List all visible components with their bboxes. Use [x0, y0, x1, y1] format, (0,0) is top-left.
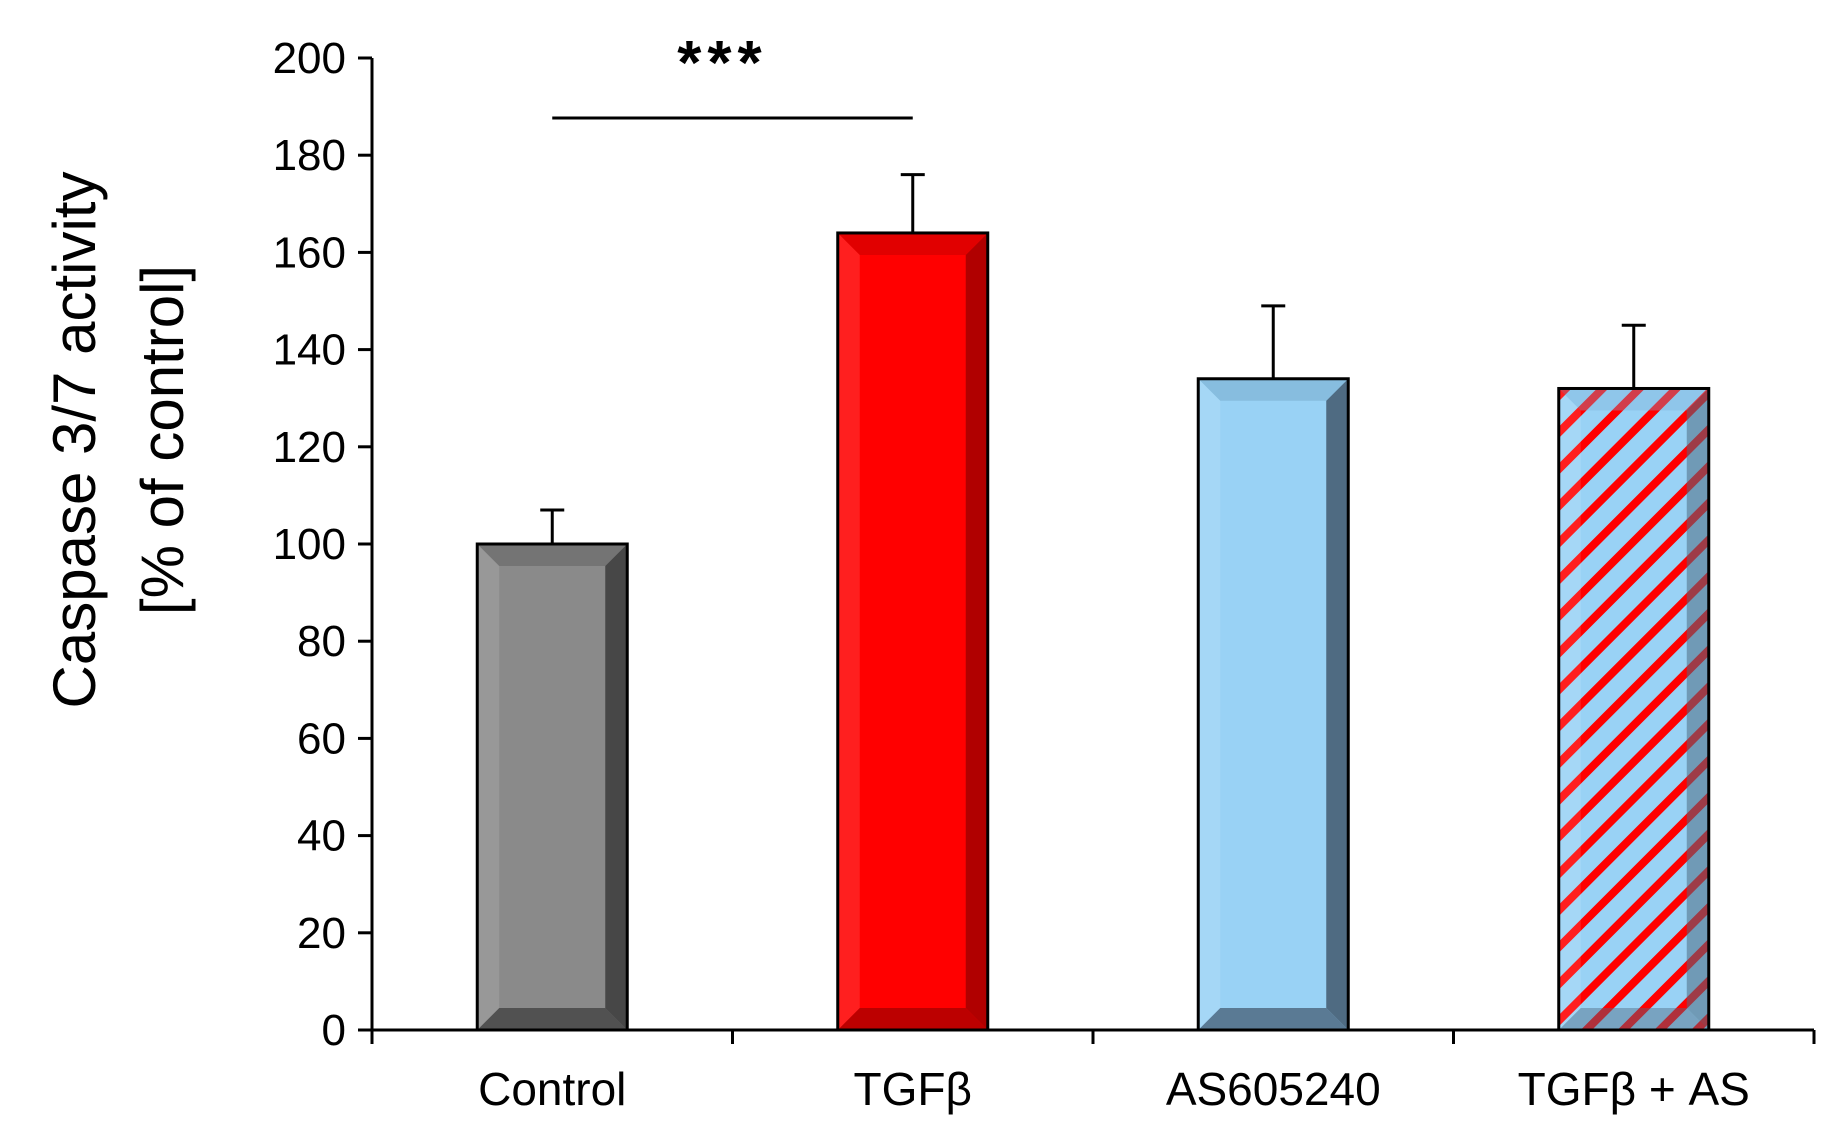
y-tick-label: 140 — [273, 326, 346, 375]
bar-bottom-bevel — [1198, 1008, 1349, 1030]
bar-1 — [475, 542, 629, 1032]
x-axis: Control TGFβ AS605240 TGFβ + AS — [370, 1028, 1816, 1115]
bar-side-bevel — [1686, 388, 1709, 1031]
bar-left-bevel — [477, 544, 500, 1030]
y-tick-label: 20 — [297, 909, 346, 958]
bar-face — [477, 544, 628, 1030]
y-tick-label: 80 — [297, 617, 346, 666]
y-tick-label: 120 — [273, 423, 346, 472]
y-axis-title-line-2: [% of control] — [129, 265, 196, 615]
x-category-label: TGFβ + AS — [1518, 1063, 1750, 1115]
y-tick-label: 40 — [297, 812, 346, 861]
bar-bottom-bevel — [1558, 1008, 1709, 1030]
error-bars — [540, 173, 1646, 544]
bar-face — [837, 232, 988, 1030]
bar-side-bevel — [1326, 378, 1349, 1030]
error-bar-3 — [1261, 304, 1286, 379]
x-category-label: Control — [478, 1063, 626, 1115]
x-category-label: AS605240 — [1166, 1063, 1381, 1115]
significance-label: *** — [677, 29, 767, 98]
bar-top-bevel — [477, 544, 628, 566]
bar-bottom-bevel — [477, 1008, 628, 1030]
y-axis: 0 20 40 60 80 100 120 140 160 180 200 — [273, 34, 374, 1055]
bar-face — [1558, 388, 1709, 1031]
error-bar-2 — [900, 173, 925, 233]
y-tick-label: 100 — [273, 520, 346, 569]
bar-2 — [836, 231, 990, 1032]
y-tick-label: 180 — [273, 131, 346, 180]
bar-side-bevel — [965, 232, 988, 1030]
significance-annotations: *** — [552, 29, 913, 120]
bar-left-bevel — [1558, 388, 1581, 1031]
bar-top-bevel — [1198, 378, 1349, 401]
bar-left-bevel — [837, 232, 860, 1030]
y-tick-label: 60 — [297, 714, 346, 763]
y-tick-label: 200 — [273, 34, 346, 83]
x-category-label: TGFβ — [854, 1063, 972, 1115]
bar-3 — [1196, 377, 1350, 1032]
bar-top-bevel — [1558, 388, 1709, 411]
bar-4 — [1557, 386, 1711, 1032]
y-axis-title: Caspase 3/7 activity [% of control] — [41, 172, 196, 709]
bar-face — [1198, 378, 1349, 1030]
y-tick-label: 160 — [273, 228, 346, 277]
y-tick-label: 0 — [322, 1006, 346, 1055]
bar-top-bevel — [837, 232, 988, 255]
bar-side-bevel — [605, 544, 628, 1030]
error-bar-1 — [540, 508, 565, 544]
y-axis-title-line-1: Caspase 3/7 activity — [41, 172, 108, 709]
bar-left-bevel — [1198, 378, 1221, 1030]
bar-series — [475, 231, 1711, 1032]
error-bar-4 — [1621, 323, 1646, 389]
bar-bottom-bevel — [837, 1008, 988, 1030]
